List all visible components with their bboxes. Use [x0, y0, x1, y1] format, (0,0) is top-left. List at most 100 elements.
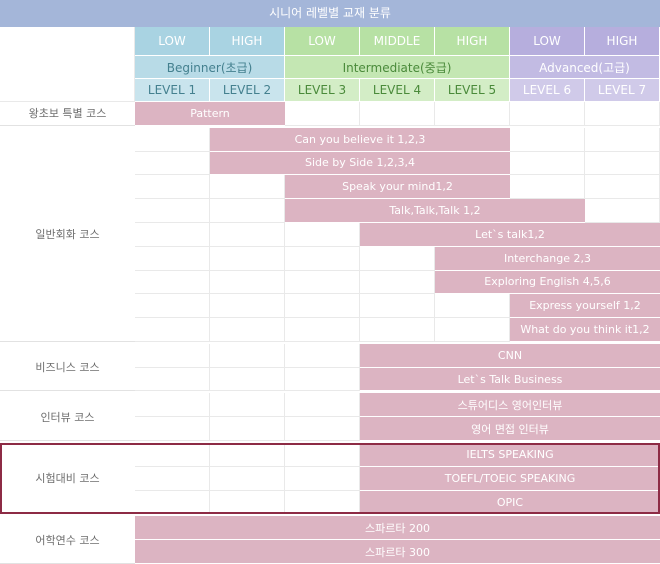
- grid-cell: [360, 246, 435, 271]
- grid-cell: [285, 443, 360, 467]
- grid-cell: [435, 102, 510, 126]
- grid-cell: [210, 490, 285, 515]
- course-bar: Let`s Talk Business: [360, 367, 660, 392]
- grid-cell: [285, 246, 360, 271]
- grid-cell: [360, 270, 435, 295]
- grid-cell: [360, 318, 435, 342]
- level-header: LEVEL 5: [435, 79, 510, 102]
- grid-cell: [285, 417, 360, 442]
- sublevel-header: LOW: [135, 27, 210, 56]
- grid-cell: [435, 318, 510, 342]
- grid-cell: [210, 343, 285, 368]
- grid-cell: [585, 175, 660, 200]
- grid-cell: [510, 175, 585, 200]
- sublevel-header: HIGH: [435, 27, 510, 56]
- grid-cell: [285, 222, 360, 247]
- course-bar: 영어 면접 인터뷰: [360, 417, 660, 442]
- grid-cell: [360, 102, 435, 126]
- course-bar: Pattern: [135, 102, 285, 126]
- grid-cell: [210, 318, 285, 342]
- grid-cell: [210, 443, 285, 467]
- category-label: 왕초보 특별 코스: [0, 102, 135, 126]
- sublevel-header: LOW: [285, 27, 360, 56]
- grid-cell: [135, 343, 210, 368]
- grid-cell: [285, 318, 360, 342]
- course-bar: 스파르타 200: [135, 516, 660, 541]
- course-bar: Express yourself 1,2: [510, 294, 660, 319]
- level-header: LEVEL 6: [510, 79, 585, 102]
- grid-cell: [135, 127, 210, 152]
- grid-cell: [435, 294, 510, 319]
- group-header-intermediate: Intermediate(중급): [285, 56, 510, 79]
- course-bar: Can you believe it 1,2,3: [210, 127, 510, 152]
- grid-cell: [210, 393, 285, 418]
- grid-cell: [135, 270, 210, 295]
- grid-cell: [285, 294, 360, 319]
- category-label: 비즈니스 코스: [0, 343, 135, 392]
- sublevel-header: HIGH: [210, 27, 285, 56]
- grid-cell: [135, 175, 210, 200]
- course-bar: Speak your mind1,2: [285, 175, 510, 200]
- grid-cell: [135, 199, 210, 223]
- group-header-beginner: Beginner(초급): [135, 56, 285, 79]
- course-bar: 스파르타 300: [135, 540, 660, 564]
- grid-cell: [585, 102, 660, 126]
- grid-cell: [135, 393, 210, 418]
- grid-cell: [210, 199, 285, 223]
- grid-cell: [585, 151, 660, 176]
- grid-cell: [135, 367, 210, 392]
- grid-cell: [210, 294, 285, 319]
- level-header: LEVEL 3: [285, 79, 360, 102]
- grid-cell: [585, 127, 660, 152]
- grid-cell: [135, 466, 210, 491]
- grid-cell: [210, 270, 285, 295]
- category-label: 어학연수 코스: [0, 516, 135, 564]
- sublevel-header: LOW: [510, 27, 585, 56]
- grid-cell: [285, 367, 360, 392]
- grid-cell: [285, 466, 360, 491]
- grid-cell: [210, 222, 285, 247]
- grid-cell: [135, 294, 210, 319]
- course-bar: 스튜어디스 영어인터뷰: [360, 393, 660, 418]
- grid-cell: [210, 175, 285, 200]
- grid-cell: [135, 490, 210, 515]
- course-bar: OPIC: [360, 490, 660, 515]
- course-bar: What do you think it1,2: [510, 318, 660, 342]
- course-bar: Talk,Talk,Talk 1,2: [285, 199, 585, 223]
- grid-cell: [210, 367, 285, 392]
- grid-cell: [135, 443, 210, 467]
- grid-cell: [285, 343, 360, 368]
- grid-cell: [135, 222, 210, 247]
- level-header: LEVEL 4: [360, 79, 435, 102]
- course-bar: CNN: [360, 343, 660, 368]
- category-label: 일반회화 코스: [0, 127, 135, 342]
- grid-cell: [135, 151, 210, 176]
- grid-cell: [210, 417, 285, 442]
- sublevel-header: HIGH: [585, 27, 660, 56]
- course-bar: Let`s talk1,2: [360, 222, 660, 247]
- header-corner: [0, 27, 135, 102]
- course-bar: Exploring English 4,5,6: [435, 270, 660, 295]
- grid-cell: [285, 393, 360, 418]
- course-bar: Interchange 2,3: [435, 246, 660, 271]
- grid-cell: [210, 466, 285, 491]
- grid-cell: [135, 246, 210, 271]
- group-header-advanced: Advanced(고급): [510, 56, 660, 79]
- course-bar: Side by Side 1,2,3,4: [210, 151, 510, 176]
- level-header: LEVEL 1: [135, 79, 210, 102]
- grid-cell: [135, 417, 210, 442]
- grid-cell: [360, 294, 435, 319]
- course-bar: IELTS SPEAKING: [360, 443, 660, 467]
- grid-cell: [210, 246, 285, 271]
- grid-cell: [285, 270, 360, 295]
- category-label: 시험대비 코스: [0, 443, 135, 515]
- grid-cell: [285, 102, 360, 126]
- grid-cell: [510, 102, 585, 126]
- table-title: 시니어 레벨별 교재 분류: [0, 0, 660, 27]
- grid-cell: [510, 127, 585, 152]
- grid-cell: [135, 318, 210, 342]
- category-label: 인터뷰 코스: [0, 393, 135, 442]
- grid-cell: [510, 151, 585, 176]
- grid-cell: [285, 490, 360, 515]
